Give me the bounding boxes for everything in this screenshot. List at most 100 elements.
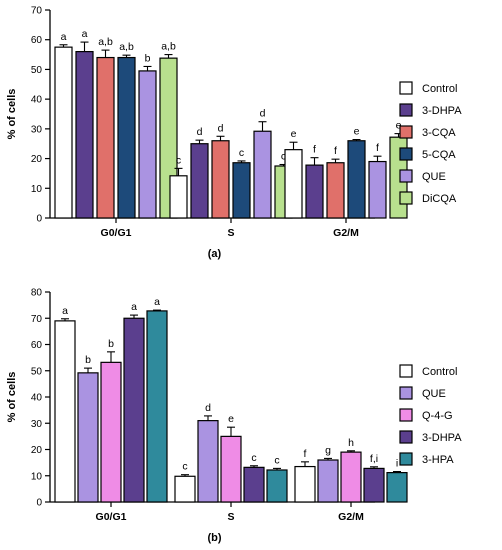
significance-label: f	[304, 448, 307, 460]
y-axis-label: % of cells	[6, 89, 18, 140]
legend-swatch	[399, 169, 413, 183]
panel-label: (b)	[207, 532, 221, 544]
y-tick-label: 30	[31, 419, 43, 430]
legend-swatch	[399, 386, 413, 400]
panel-label: (a)	[208, 248, 222, 260]
significance-label: a	[62, 305, 68, 317]
legend-entry: QUE	[422, 388, 446, 400]
legend-entry: 3-DHPA	[422, 432, 462, 444]
y-tick-label: 0	[36, 498, 42, 509]
bar	[117, 56, 136, 219]
bar	[75, 50, 94, 219]
significance-label: b	[85, 354, 91, 366]
bar	[190, 143, 209, 219]
bar	[305, 164, 324, 219]
legend-swatch	[399, 452, 413, 466]
bar	[54, 320, 76, 503]
legend-entry: Control	[422, 366, 457, 378]
y-tick-label: 80	[31, 288, 43, 299]
significance-label: e	[396, 120, 402, 132]
bar	[96, 56, 115, 219]
y-tick-label: 50	[31, 65, 43, 76]
bar	[169, 175, 188, 219]
y-axis-label: % of cells	[6, 372, 18, 423]
bar	[197, 420, 219, 503]
bar	[326, 162, 345, 219]
significance-label: c	[251, 452, 256, 464]
legend-swatch	[399, 364, 413, 378]
bar	[266, 469, 288, 503]
significance-label: a	[61, 31, 67, 43]
y-tick-label: 60	[31, 35, 43, 46]
legend-entry: 3-CQA	[422, 127, 456, 139]
significance-label: i	[396, 458, 398, 470]
y-tick-label: 20	[31, 445, 43, 456]
bar	[123, 317, 145, 503]
legend-swatch	[399, 430, 413, 444]
x-category-label: G2/M	[338, 511, 364, 523]
bar	[232, 162, 251, 219]
significance-label: b	[145, 52, 151, 64]
legend-entry: DiCQA	[422, 193, 457, 205]
significance-label: c	[176, 154, 181, 166]
legend-swatch	[399, 81, 413, 95]
significance-label: a	[82, 28, 88, 40]
significance-label: c	[239, 147, 244, 159]
bar	[138, 70, 157, 219]
bar	[347, 140, 366, 219]
bar	[340, 451, 362, 503]
y-tick-label: 40	[31, 95, 43, 106]
bar	[253, 130, 272, 219]
significance-label: f	[376, 142, 379, 154]
significance-label: f	[334, 145, 337, 157]
bar	[146, 310, 168, 503]
x-category-label: G0/G1	[96, 511, 127, 523]
y-tick-label: 30	[31, 124, 43, 135]
bar	[211, 140, 230, 219]
significance-label: a,b	[98, 36, 113, 48]
y-tick-label: 10	[31, 471, 43, 482]
bar	[368, 160, 387, 219]
legend-entry: QUE	[422, 171, 446, 183]
y-tick-label: 20	[31, 154, 43, 165]
legend-entry: 5-CQA	[422, 149, 456, 161]
significance-label: d	[260, 108, 266, 120]
y-tick-label: 50	[31, 366, 43, 377]
significance-label: h	[348, 437, 354, 449]
y-tick-label: 60	[31, 340, 43, 351]
x-category-label: G0/G1	[101, 227, 132, 239]
legend-entry: 3-HPA	[422, 454, 454, 466]
bar	[317, 459, 339, 503]
significance-label: a	[131, 301, 137, 313]
legend-swatch	[399, 408, 413, 422]
x-category-label: S	[227, 227, 234, 239]
significance-label: c	[281, 151, 286, 163]
significance-label: f,i	[370, 453, 378, 465]
significance-label: a,b	[161, 41, 176, 53]
y-tick-label: 70	[31, 6, 43, 17]
significance-label: d	[218, 122, 224, 134]
legend-entry: 3-DHPA	[422, 105, 462, 117]
significance-label: f	[313, 144, 316, 156]
bar	[174, 475, 196, 503]
significance-label: b	[108, 338, 114, 350]
significance-label: g	[325, 444, 331, 456]
y-tick-label: 10	[31, 184, 43, 195]
significance-label: d	[197, 126, 203, 138]
legend-swatch	[399, 125, 413, 139]
chart-panel-b: 0 10 20 30 40 50 60 70 80 % of cells G0/G1 a b b a a Sc d…	[6, 288, 462, 545]
x-category-label: S	[227, 511, 234, 523]
significance-label: d	[205, 402, 211, 414]
x-category-label: G2/M	[333, 227, 359, 239]
bar	[77, 372, 99, 503]
significance-label: e	[228, 413, 234, 425]
y-tick-label: 40	[31, 393, 43, 404]
legend-entry: Q-4-G	[422, 410, 453, 422]
legend-entry: Control	[422, 83, 457, 95]
y-tick-label: 0	[36, 214, 42, 225]
bar	[363, 467, 385, 503]
legend-swatch	[399, 147, 413, 161]
bar	[386, 472, 408, 503]
